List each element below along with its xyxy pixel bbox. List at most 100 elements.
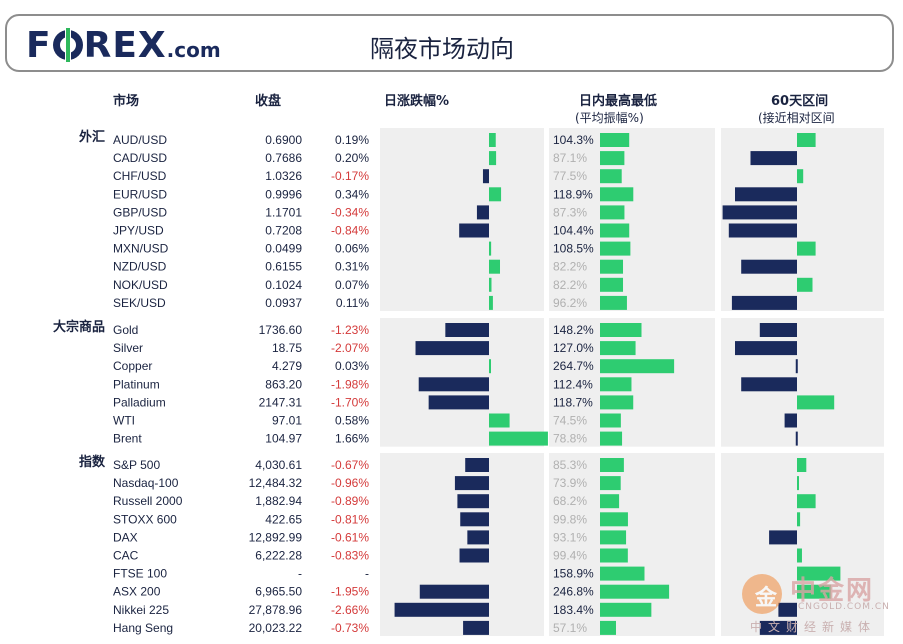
close-value: 18.75	[272, 341, 302, 355]
close-value: 20,023.22	[249, 621, 303, 635]
range-percent: 96.2%	[553, 296, 587, 310]
change-value: -0.67%	[331, 458, 369, 472]
watermark-name: 中金网	[790, 576, 875, 606]
range60-bar	[784, 413, 797, 428]
range60-bar	[795, 431, 798, 446]
change-value: -2.66%	[331, 603, 369, 617]
close-value: 1.1701	[265, 205, 302, 219]
change-value: 0.20%	[335, 151, 369, 165]
range-bar	[600, 205, 625, 220]
range60-bar	[728, 223, 797, 238]
range-bar	[600, 620, 616, 635]
range60-bar	[795, 359, 798, 374]
asset-name: DAX	[113, 530, 138, 544]
asset-name: MXN/USD	[113, 242, 169, 256]
panel-bg	[549, 318, 715, 447]
asset-name: GBP/USD	[113, 205, 167, 219]
change-value: 1.66%	[335, 432, 369, 446]
range-bar	[600, 512, 628, 527]
change-value: 0.58%	[335, 414, 369, 428]
close-value: 0.0937	[265, 296, 302, 310]
range60-bar	[722, 205, 797, 220]
asset-name: Palladium	[113, 395, 166, 409]
close-value: 422.65	[265, 512, 302, 526]
change-value: -0.73%	[331, 621, 369, 635]
close-value: 0.6900	[265, 133, 302, 147]
change-value: -0.17%	[331, 169, 369, 183]
range-bar	[600, 295, 627, 310]
close-value: 27,878.96	[249, 603, 303, 617]
col-header-close: 收盘	[255, 94, 282, 109]
change-bar	[445, 323, 489, 337]
range60-bar	[759, 323, 797, 337]
range60-bar	[797, 566, 841, 581]
close-value: 0.7686	[265, 151, 302, 165]
close-value: 863.20	[265, 377, 302, 391]
range60-bar	[797, 169, 804, 184]
close-value: 1.0326	[265, 169, 302, 183]
page-title: 隔夜市场动向	[370, 35, 514, 63]
close-value: 0.9996	[265, 187, 302, 201]
col-header-market: 市场	[113, 94, 140, 109]
close-value: 1,882.94	[255, 494, 302, 508]
range-percent: 77.5%	[553, 169, 587, 183]
range60-bar	[797, 277, 813, 292]
range-bar	[600, 133, 630, 147]
group-label: 指数	[79, 454, 106, 469]
range60-bar	[797, 458, 807, 472]
range-bar	[600, 395, 634, 410]
range-bar	[600, 530, 627, 545]
range-bar	[600, 431, 623, 446]
range-percent: 87.1%	[553, 151, 587, 165]
range-bar	[600, 259, 624, 274]
asset-name: NZD/USD	[113, 260, 167, 274]
range-percent: 82.2%	[553, 278, 587, 292]
asset-name: NOK/USD	[113, 278, 168, 292]
asset-name: JPY/USD	[113, 224, 164, 238]
asset-name: Russell 2000	[113, 494, 183, 508]
range-bar	[600, 359, 675, 374]
asset-name: CAD/USD	[113, 151, 167, 165]
range60-bar	[731, 295, 797, 310]
range-percent: 99.8%	[553, 512, 587, 526]
asset-name: Brent	[113, 432, 142, 446]
range-bar	[600, 169, 622, 184]
col-subheader-60day: (接近相对区间	[758, 111, 835, 125]
change-bar	[465, 458, 489, 472]
change-value: -0.81%	[331, 512, 369, 526]
close-value: 12,484.32	[249, 476, 303, 490]
panel-bg	[380, 128, 544, 311]
change-value: -1.23%	[331, 323, 369, 337]
change-bar	[476, 205, 489, 220]
change-value: 0.07%	[335, 278, 369, 292]
close-value: 6,965.50	[255, 585, 302, 599]
range-percent: 183.4%	[553, 603, 594, 617]
change-bar	[489, 187, 502, 202]
close-value: 0.7208	[265, 224, 302, 238]
range-bar	[600, 151, 625, 166]
change-bar	[467, 530, 489, 545]
change-bar	[489, 359, 491, 374]
range60-bar	[797, 241, 816, 256]
range60-bar	[797, 512, 801, 527]
range-bar	[600, 458, 624, 472]
range-bar	[600, 602, 652, 617]
range-percent: 87.3%	[553, 205, 587, 219]
range-percent: 108.5%	[553, 242, 594, 256]
range-percent: 74.5%	[553, 414, 587, 428]
change-bar	[418, 377, 489, 392]
range-bar	[600, 377, 632, 392]
change-value: -2.07%	[331, 341, 369, 355]
change-value: 0.19%	[335, 133, 369, 147]
range60-bar	[735, 187, 797, 202]
change-value: -0.34%	[331, 205, 369, 219]
change-bar	[419, 584, 489, 599]
close-value: 0.1024	[265, 278, 302, 292]
range-percent: 264.7%	[553, 359, 594, 373]
range-percent: 246.8%	[553, 585, 594, 599]
change-value: -0.61%	[331, 530, 369, 544]
range-percent: 148.2%	[553, 323, 594, 337]
range60-bar	[797, 584, 832, 599]
asset-name: AUD/USD	[113, 133, 167, 147]
close-value: 1736.60	[259, 323, 303, 337]
